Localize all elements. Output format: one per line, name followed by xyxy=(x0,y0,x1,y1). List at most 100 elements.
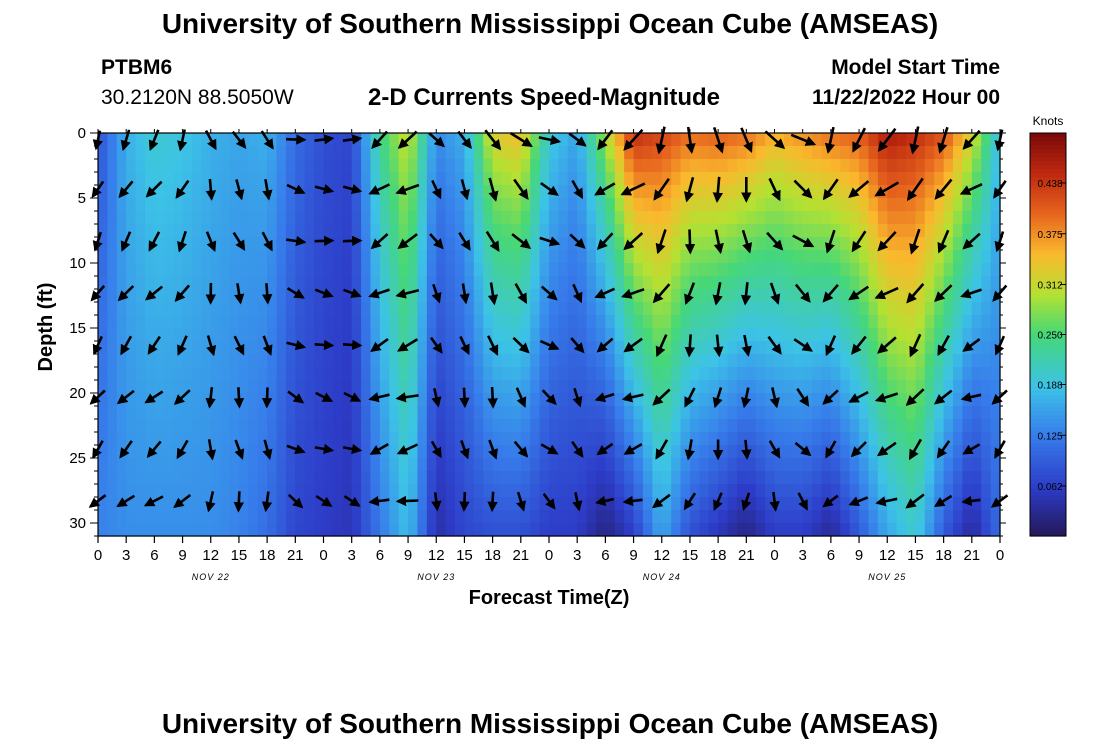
heatmap-cell xyxy=(361,328,372,342)
heatmap-cell xyxy=(699,224,710,238)
heatmap-cell xyxy=(549,250,559,264)
heatmap-cell xyxy=(765,185,776,199)
heatmap-cell xyxy=(699,185,710,199)
heatmap-cell xyxy=(530,354,541,368)
heatmap-cell xyxy=(257,211,268,225)
heatmap-cell xyxy=(257,458,268,472)
heatmap-cell xyxy=(314,146,325,160)
heatmap-cell xyxy=(144,484,155,498)
heatmap-cell xyxy=(455,471,466,485)
heatmap-cell xyxy=(530,263,541,277)
colorbar-segment xyxy=(1030,257,1066,263)
heatmap-cell xyxy=(849,523,860,537)
heatmap-cell xyxy=(633,211,644,225)
colorbar-segment xyxy=(1030,382,1066,388)
heatmap-cell xyxy=(511,159,522,173)
heatmap-cell xyxy=(163,172,174,186)
heatmap-cell xyxy=(821,211,832,225)
heatmap-cell xyxy=(323,354,334,368)
heatmap-cell xyxy=(191,289,202,303)
heatmap-cell xyxy=(887,172,898,186)
heatmap-cell xyxy=(191,523,202,537)
current-vector xyxy=(571,179,584,200)
heatmap-cell xyxy=(229,341,240,355)
heatmap-cell xyxy=(98,276,108,290)
heatmap-cell xyxy=(689,354,700,368)
heatmap-cell xyxy=(370,302,381,316)
current-vector xyxy=(343,495,361,507)
heatmap-cell xyxy=(962,263,973,277)
heatmap-cell xyxy=(652,315,663,329)
heatmap-cell xyxy=(502,354,513,368)
heatmap-cell xyxy=(220,250,231,264)
heatmap-cell xyxy=(285,523,296,537)
heatmap-cell xyxy=(896,289,907,303)
heatmap-cell xyxy=(586,380,597,394)
heatmap-cell xyxy=(389,172,400,186)
heatmap-cell xyxy=(135,406,146,420)
heatmap-cell xyxy=(276,406,287,420)
heatmap-cell xyxy=(661,289,672,303)
current-vector xyxy=(712,176,724,203)
heatmap-cell xyxy=(671,146,682,160)
heatmap-cell xyxy=(417,133,428,147)
heatmap-cell xyxy=(981,354,992,368)
heatmap-cell xyxy=(746,432,757,446)
colorbar-segment xyxy=(1030,286,1066,291)
heatmap-cell xyxy=(830,146,841,160)
heatmap-cell xyxy=(191,133,202,147)
heatmap-cell xyxy=(361,458,372,472)
heatmap-cell xyxy=(445,198,456,212)
heatmap-cell xyxy=(191,315,202,329)
heatmap-cell xyxy=(173,133,184,147)
heatmap-cell xyxy=(642,237,653,251)
heatmap-cell xyxy=(445,354,456,368)
heatmap-cell xyxy=(896,276,907,290)
heatmap-cell xyxy=(285,315,296,329)
heatmap-cell xyxy=(398,367,409,381)
heatmap-cell xyxy=(586,471,597,485)
heatmap-cell xyxy=(567,237,578,251)
heatmap-cell xyxy=(126,237,137,251)
heatmap-cell xyxy=(314,289,325,303)
heatmap-cell xyxy=(746,471,757,485)
heatmap-cell xyxy=(314,380,325,394)
heatmap-cell xyxy=(126,341,137,355)
heatmap-cell xyxy=(492,302,503,316)
heatmap-cell xyxy=(605,237,616,251)
heatmap-cell xyxy=(379,523,390,537)
heatmap-cell xyxy=(285,367,296,381)
heatmap-cell xyxy=(276,393,287,407)
heatmap-cell xyxy=(652,380,663,394)
current-vector xyxy=(368,288,390,299)
heatmap-cell xyxy=(783,432,794,446)
heatmap-cell xyxy=(276,432,287,446)
heatmap-cell xyxy=(229,302,240,316)
heatmap-cell xyxy=(906,328,917,342)
heatmap-cell xyxy=(332,185,343,199)
heatmap-cell xyxy=(727,302,738,316)
heatmap-cell xyxy=(370,198,381,212)
heatmap-cell xyxy=(342,523,353,537)
heatmap-cell xyxy=(802,198,813,212)
heatmap-cell xyxy=(755,341,766,355)
heatmap-cell xyxy=(793,185,804,199)
heatmap-cell xyxy=(398,302,409,316)
heatmap-cell xyxy=(455,224,466,238)
heatmap-cell xyxy=(614,510,625,524)
heatmap-cell xyxy=(539,458,550,472)
heatmap-cell xyxy=(887,510,898,524)
heatmap-cell xyxy=(943,198,954,212)
current-vector xyxy=(539,339,560,351)
heatmap-cell xyxy=(511,341,522,355)
heatmap-cell xyxy=(699,354,710,368)
heatmap-cell xyxy=(953,328,964,342)
heatmap-cell xyxy=(473,302,484,316)
heatmap-cell xyxy=(220,484,231,498)
heatmap-cell xyxy=(285,159,296,173)
current-vector xyxy=(314,288,334,298)
heatmap-cell xyxy=(633,328,644,342)
heatmap-cell xyxy=(201,250,212,264)
heatmap-cell xyxy=(614,146,625,160)
heatmap-cell xyxy=(483,185,494,199)
